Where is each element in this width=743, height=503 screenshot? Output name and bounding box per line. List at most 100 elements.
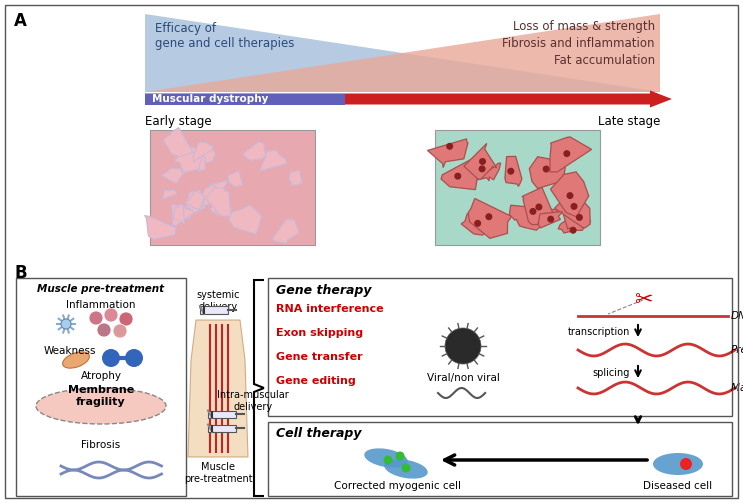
Circle shape [485, 213, 493, 220]
Polygon shape [145, 14, 660, 92]
Text: Muscle pre-treatment: Muscle pre-treatment [37, 284, 164, 294]
Polygon shape [175, 205, 188, 222]
Text: Cell therapy: Cell therapy [276, 427, 362, 440]
Polygon shape [558, 215, 583, 233]
Circle shape [571, 203, 577, 210]
Polygon shape [192, 153, 205, 172]
Polygon shape [505, 156, 522, 187]
Circle shape [548, 216, 554, 223]
Polygon shape [464, 143, 496, 179]
Circle shape [478, 165, 486, 173]
Circle shape [401, 463, 410, 472]
Circle shape [536, 204, 542, 210]
FancyBboxPatch shape [208, 410, 236, 417]
Text: Gene transfer: Gene transfer [276, 352, 363, 362]
Text: Weakness: Weakness [44, 346, 97, 356]
Polygon shape [228, 171, 243, 187]
Polygon shape [208, 181, 228, 190]
Text: Pre-mRNA: Pre-mRNA [731, 345, 743, 355]
Text: Gene editing: Gene editing [276, 376, 356, 386]
Text: Efficacy of
gene and cell therapies: Efficacy of gene and cell therapies [155, 22, 294, 50]
Polygon shape [202, 150, 215, 162]
Polygon shape [186, 191, 204, 209]
Polygon shape [461, 210, 490, 235]
Text: Inflammation: Inflammation [66, 300, 136, 310]
FancyBboxPatch shape [200, 306, 228, 314]
Polygon shape [172, 206, 192, 220]
Text: RNA interference: RNA interference [276, 304, 383, 314]
Polygon shape [199, 185, 227, 207]
Polygon shape [563, 209, 591, 230]
Text: Exon skipping: Exon skipping [276, 328, 363, 338]
FancyArrow shape [145, 94, 345, 105]
Text: Mature mRNA: Mature mRNA [731, 383, 743, 393]
Polygon shape [551, 172, 588, 217]
Polygon shape [242, 142, 266, 160]
Text: Loss of mass & strength
Fibrosis and inflammation
Fat accumulation: Loss of mass & strength Fibrosis and inf… [502, 20, 655, 67]
Circle shape [445, 328, 481, 364]
Circle shape [113, 324, 127, 338]
Circle shape [97, 323, 111, 337]
Polygon shape [205, 188, 231, 216]
Text: splicing: splicing [593, 368, 630, 378]
Polygon shape [161, 169, 184, 184]
Circle shape [454, 173, 461, 180]
Polygon shape [427, 139, 468, 167]
Polygon shape [210, 192, 231, 214]
Polygon shape [175, 146, 203, 173]
Text: systemic
delivery: systemic delivery [196, 290, 240, 311]
Text: Corrected myogenic cell: Corrected myogenic cell [334, 481, 461, 491]
Circle shape [395, 452, 404, 461]
Circle shape [474, 220, 481, 227]
FancyBboxPatch shape [268, 422, 732, 496]
Text: Muscle
pre-treatment: Muscle pre-treatment [184, 462, 253, 483]
Text: Gene therapy: Gene therapy [276, 284, 372, 297]
FancyBboxPatch shape [16, 278, 186, 496]
Polygon shape [529, 157, 565, 189]
Circle shape [576, 214, 583, 221]
Text: ✂: ✂ [634, 290, 652, 310]
Circle shape [125, 349, 143, 367]
Circle shape [89, 311, 103, 325]
Text: Membrane
fragility: Membrane fragility [68, 385, 134, 407]
Text: transcription: transcription [568, 327, 630, 337]
Circle shape [566, 192, 574, 199]
Text: Muscular dystrophy: Muscular dystrophy [152, 94, 268, 104]
FancyBboxPatch shape [268, 278, 732, 416]
Circle shape [61, 319, 71, 329]
Text: Intra-muscular
delivery: Intra-muscular delivery [217, 390, 289, 411]
Circle shape [530, 208, 536, 215]
Circle shape [102, 349, 120, 367]
Circle shape [447, 143, 453, 150]
Polygon shape [171, 203, 194, 226]
Polygon shape [538, 212, 562, 228]
Circle shape [570, 227, 577, 234]
Circle shape [479, 158, 486, 165]
Ellipse shape [36, 388, 166, 424]
Text: A: A [14, 12, 27, 30]
Circle shape [507, 167, 514, 175]
Polygon shape [468, 199, 512, 238]
Polygon shape [522, 187, 555, 225]
Ellipse shape [364, 448, 408, 468]
Polygon shape [163, 128, 193, 156]
FancyBboxPatch shape [208, 425, 236, 432]
Circle shape [383, 456, 392, 464]
Text: Fibrosis: Fibrosis [82, 440, 120, 450]
Ellipse shape [384, 459, 428, 479]
Circle shape [563, 150, 571, 157]
Polygon shape [477, 163, 501, 181]
Polygon shape [193, 142, 213, 161]
Circle shape [119, 312, 133, 326]
Text: Diseased cell: Diseased cell [643, 481, 713, 491]
Ellipse shape [653, 453, 703, 475]
Circle shape [680, 458, 692, 470]
Polygon shape [510, 205, 559, 230]
Polygon shape [188, 320, 248, 457]
Circle shape [542, 165, 550, 173]
Text: B: B [14, 264, 27, 282]
Polygon shape [215, 202, 231, 216]
Circle shape [104, 308, 118, 322]
Polygon shape [441, 158, 477, 190]
Polygon shape [272, 219, 299, 243]
